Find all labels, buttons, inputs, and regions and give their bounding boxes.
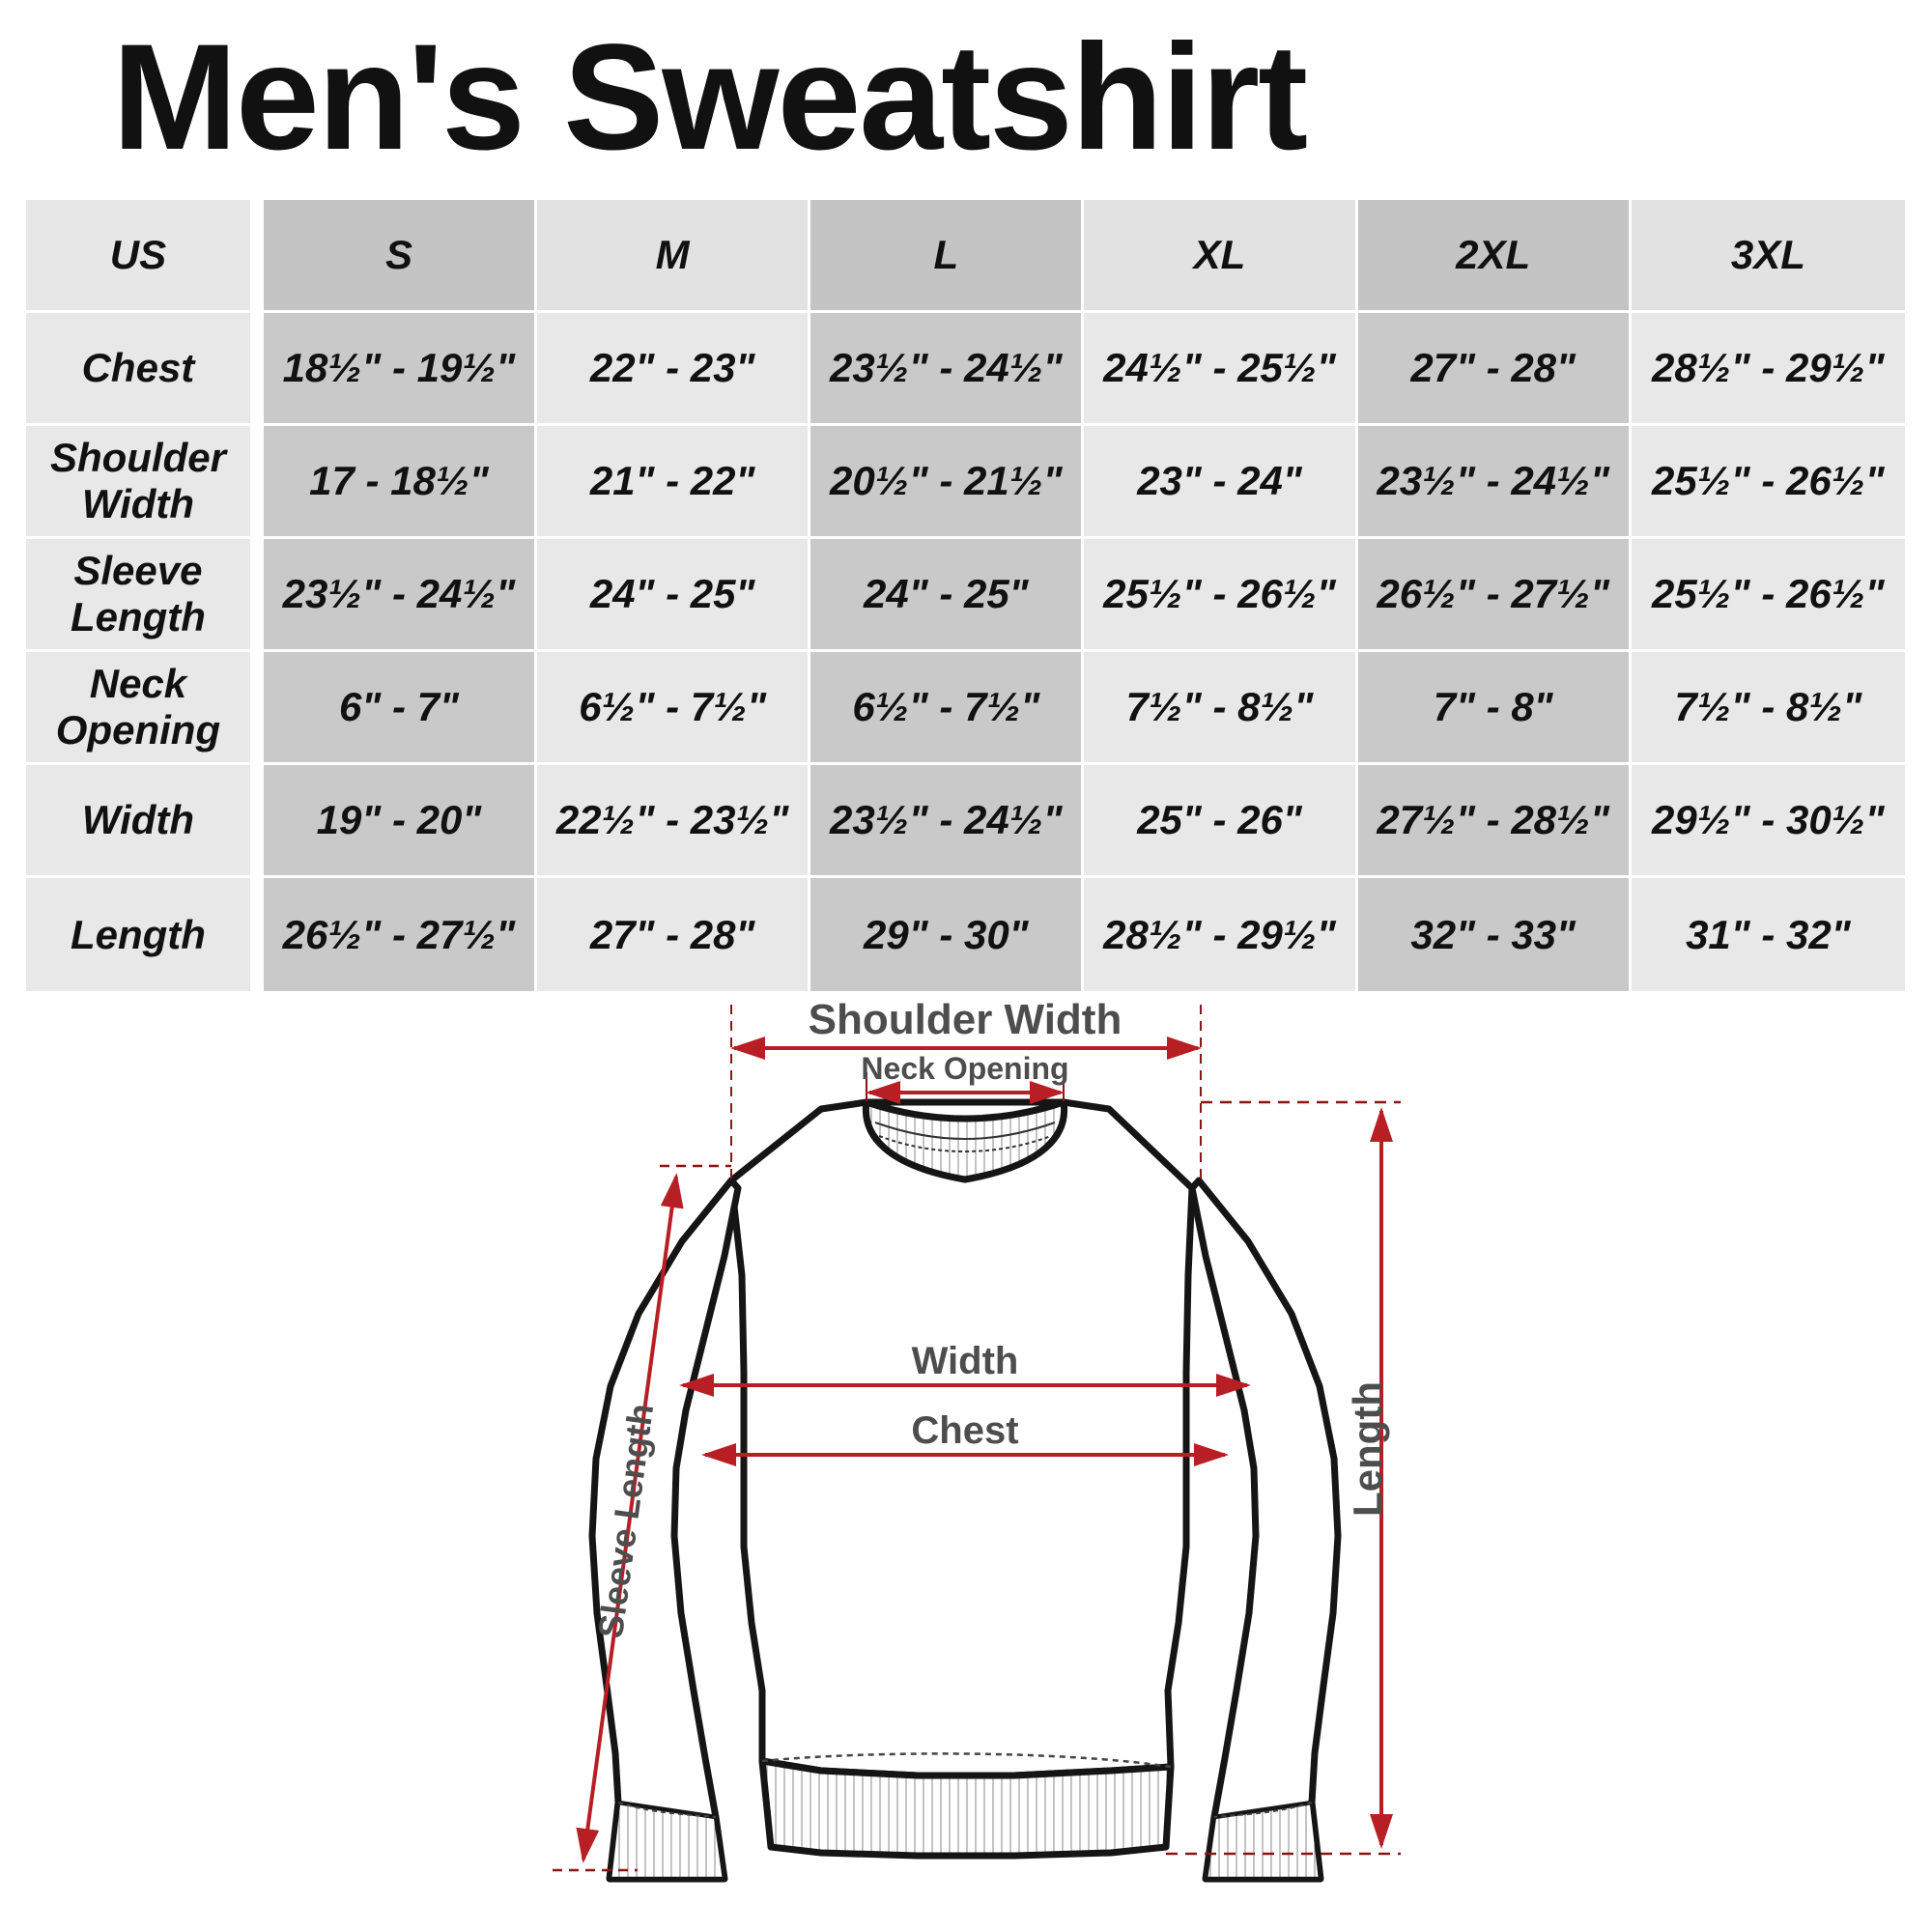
svg-text:Chest: Chest: [911, 1409, 1018, 1452]
svg-text:Shoulder Width: Shoulder Width: [809, 996, 1122, 1043]
svg-text:Width: Width: [912, 1340, 1019, 1382]
svg-text:Neck Opening: Neck Opening: [861, 1051, 1068, 1086]
svg-text:Length: Length: [1345, 1381, 1390, 1517]
